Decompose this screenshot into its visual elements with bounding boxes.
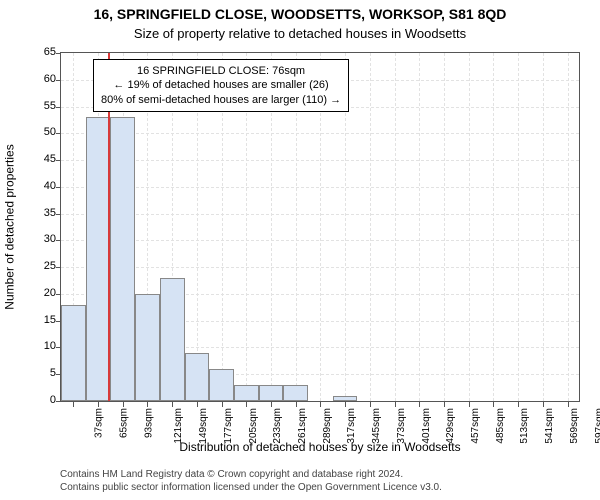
xtick-label: 261sqm	[297, 408, 308, 444]
ytick	[56, 107, 61, 108]
xtick-label: 345sqm	[371, 408, 382, 444]
xtick-label: 317sqm	[347, 408, 358, 444]
ytick	[56, 160, 61, 161]
ytick-label: 55	[16, 100, 56, 112]
gridline-vertical	[395, 53, 396, 401]
ytick	[56, 80, 61, 81]
histogram-bar	[259, 385, 284, 401]
histogram-bar	[160, 278, 185, 401]
xtick	[568, 402, 569, 407]
histogram-bar	[110, 117, 135, 401]
xtick	[493, 402, 494, 407]
xtick	[271, 402, 272, 407]
ytick-label: 0	[16, 394, 56, 406]
ytick-label: 5	[16, 367, 56, 379]
plot-area: 16 SPRINGFIELD CLOSE: 76sqm← 19% of deta…	[60, 52, 580, 402]
gridline-vertical	[568, 53, 569, 401]
ytick	[56, 187, 61, 188]
footer-line: Contains public sector information licen…	[60, 482, 580, 495]
xtick	[222, 402, 223, 407]
ytick	[56, 133, 61, 134]
ytick	[56, 401, 61, 402]
xtick	[395, 402, 396, 407]
annotation-line: 16 SPRINGFIELD CLOSE: 76sqm	[101, 64, 341, 78]
xtick-label: 401sqm	[421, 408, 432, 444]
xtick	[197, 402, 198, 407]
xtick	[147, 402, 148, 407]
xtick-label: 569sqm	[569, 408, 580, 444]
xtick-label: 597sqm	[594, 408, 600, 444]
xtick-label: 65sqm	[119, 408, 130, 438]
ytick-label: 30	[16, 233, 56, 245]
xtick-label: 177sqm	[223, 408, 234, 444]
ytick	[56, 214, 61, 215]
ytick-label: 10	[16, 340, 56, 352]
histogram-bar	[135, 294, 160, 401]
xtick	[98, 402, 99, 407]
histogram-bar	[61, 305, 86, 401]
ytick-label: 65	[16, 46, 56, 58]
xtick-label: 37sqm	[94, 408, 105, 438]
xtick-label: 289sqm	[322, 408, 333, 444]
chart-container: 16, SPRINGFIELD CLOSE, WOODSETTS, WORKSO…	[0, 0, 600, 500]
xtick-label: 233sqm	[272, 408, 283, 444]
xtick-label: 121sqm	[174, 408, 185, 444]
histogram-bar	[333, 396, 358, 401]
xtick-label: 93sqm	[143, 408, 154, 438]
xtick	[320, 402, 321, 407]
x-axis-label: Distribution of detached houses by size …	[60, 440, 580, 454]
histogram-bar	[283, 385, 308, 401]
xtick	[345, 402, 346, 407]
ytick-label: 40	[16, 180, 56, 192]
ytick	[56, 294, 61, 295]
xtick	[469, 402, 470, 407]
gridline-vertical	[444, 53, 445, 401]
ytick-label: 25	[16, 260, 56, 272]
annotation-box: 16 SPRINGFIELD CLOSE: 76sqm← 19% of deta…	[93, 59, 349, 112]
gridline-vertical	[370, 53, 371, 401]
histogram-bar	[234, 385, 259, 401]
ytick-label: 45	[16, 153, 56, 165]
xtick-label: 457sqm	[470, 408, 481, 444]
histogram-bar	[209, 369, 234, 401]
xtick-label: 149sqm	[198, 408, 209, 444]
footer-line: Contains HM Land Registry data © Crown c…	[60, 469, 580, 482]
ytick-label: 60	[16, 73, 56, 85]
gridline-vertical	[419, 53, 420, 401]
page-title: 16, SPRINGFIELD CLOSE, WOODSETTS, WORKSO…	[0, 6, 600, 22]
xtick-label: 429sqm	[445, 408, 456, 444]
histogram-bar	[185, 353, 210, 401]
xtick	[172, 402, 173, 407]
xtick-label: 205sqm	[248, 408, 259, 444]
ytick-label: 50	[16, 126, 56, 138]
xtick-label: 513sqm	[519, 408, 530, 444]
xtick-label: 541sqm	[544, 408, 555, 444]
annotation-line: 80% of semi-detached houses are larger (…	[101, 93, 341, 107]
xtick-label: 373sqm	[396, 408, 407, 444]
histogram-bar	[86, 117, 111, 401]
ytick	[56, 53, 61, 54]
xtick	[246, 402, 247, 407]
xtick-label: 485sqm	[495, 408, 506, 444]
xtick	[296, 402, 297, 407]
xtick	[518, 402, 519, 407]
gridline-vertical	[493, 53, 494, 401]
xtick	[73, 402, 74, 407]
ytick	[56, 267, 61, 268]
gridline-vertical	[469, 53, 470, 401]
footer: Contains HM Land Registry data © Crown c…	[60, 469, 580, 494]
ytick-label: 35	[16, 207, 56, 219]
xtick	[370, 402, 371, 407]
ytick	[56, 240, 61, 241]
gridline-vertical	[543, 53, 544, 401]
annotation-line: ← 19% of detached houses are smaller (26…	[101, 78, 341, 92]
gridline-vertical	[518, 53, 519, 401]
xtick	[543, 402, 544, 407]
xtick	[444, 402, 445, 407]
ytick-label: 20	[16, 287, 56, 299]
ytick-label: 15	[16, 314, 56, 326]
xtick	[419, 402, 420, 407]
chart-subtitle: Size of property relative to detached ho…	[0, 26, 600, 41]
xtick	[123, 402, 124, 407]
